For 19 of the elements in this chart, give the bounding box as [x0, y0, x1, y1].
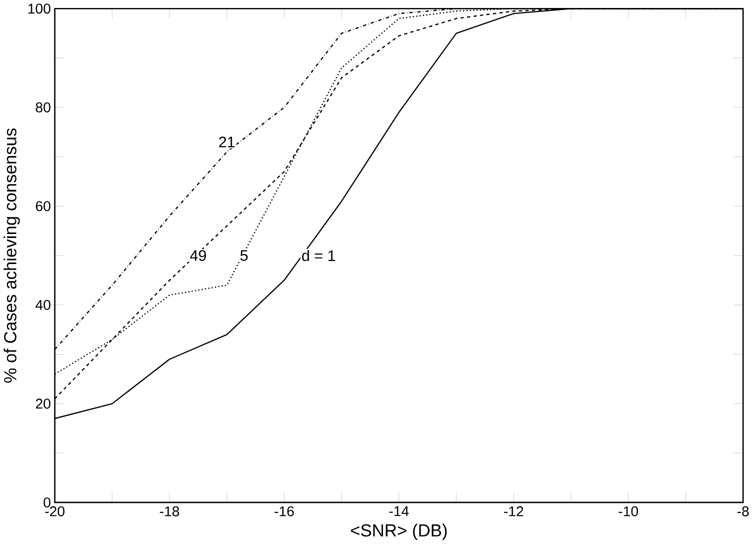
- x-tick-label: -12: [504, 506, 524, 516]
- x-axis-title: <SNR> (DB): [350, 524, 447, 540]
- y-tick-label: 100: [28, 4, 50, 14]
- x-tick-label: -14: [389, 506, 409, 516]
- annotation: 49: [190, 250, 206, 262]
- annotation: d = 1: [302, 250, 336, 262]
- y-tick-label: 80: [36, 102, 50, 113]
- y-tick-label: 20: [36, 398, 50, 409]
- y-axis-title: % of Cases achieving consensus: [4, 128, 20, 383]
- y-tick-label: 60: [36, 201, 50, 212]
- x-tick-label: -16: [274, 506, 294, 516]
- y-tick-label: 40: [36, 300, 50, 310]
- y-tick-label: 0: [44, 498, 50, 508]
- annotation: 21: [219, 136, 235, 148]
- x-tick-label: -20: [45, 506, 64, 516]
- x-tick-label: -10: [618, 506, 638, 516]
- x-tick-label: -18: [160, 506, 180, 516]
- x-tick-label: -8: [737, 506, 749, 516]
- annotation: 5: [240, 250, 248, 262]
